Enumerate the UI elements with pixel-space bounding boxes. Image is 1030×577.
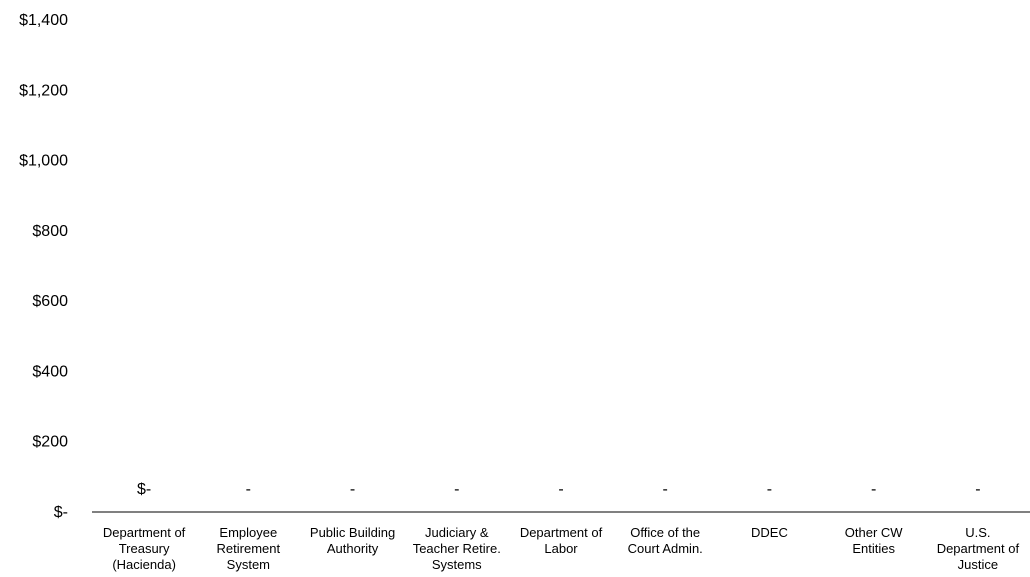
x-category-label-line: DDEC xyxy=(751,525,788,540)
x-category-label-line: (Hacienda) xyxy=(112,557,176,572)
x-category-label-line: Teacher Retire. xyxy=(413,541,501,556)
x-category-label-line: Treasury xyxy=(119,541,170,556)
x-category-label: Employee Retirement System xyxy=(217,525,281,572)
x-category-label-line: Authority xyxy=(327,541,379,556)
data-label: - xyxy=(975,481,980,498)
x-axis-category-labels: Department of Treasury (Hacienda)Employee R… xyxy=(103,525,1020,572)
x-category-label-line: System xyxy=(227,557,270,572)
x-category-label-line: Department of xyxy=(937,541,1020,556)
x-category-label-line: Department of xyxy=(103,525,186,540)
x-category-label: Other CW Entities xyxy=(845,525,904,556)
x-category-label: Department of Treasury (Hacienda) xyxy=(103,525,186,572)
y-tick-label: $1,400 xyxy=(19,12,68,29)
x-category-label-line: Retirement xyxy=(217,541,281,556)
x-category-label-line: Entities xyxy=(852,541,895,556)
x-category-label: Office of the Court Admin. xyxy=(628,525,703,556)
data-label: $- xyxy=(137,481,151,498)
data-labels: $- - - - - - - - - xyxy=(137,481,981,498)
data-label: - xyxy=(558,481,563,498)
x-category-label-line: Other CW xyxy=(845,525,904,540)
x-category-label-line: Department of xyxy=(520,525,603,540)
x-category-label: Public Building Authority xyxy=(310,525,395,556)
y-axis-tick-labels: $- $200 $400 $600 $800 $1,000 $1,200 $1,400 xyxy=(19,12,68,521)
data-label: - xyxy=(454,481,459,498)
y-tick-label: $400 xyxy=(32,363,68,380)
data-label: - xyxy=(767,481,772,498)
y-tick-label: $1,000 xyxy=(19,153,68,170)
y-tick-label: $200 xyxy=(32,434,68,451)
y-tick-label: $600 xyxy=(32,293,68,310)
x-category-label: U.S. Department of Justice xyxy=(937,525,1020,572)
y-tick-label: $- xyxy=(54,504,68,521)
x-category-label: DDEC xyxy=(751,525,788,540)
x-category-label: Judiciary & Teacher Retire. Systems xyxy=(413,525,501,572)
data-label: - xyxy=(246,481,251,498)
x-category-label-line: U.S. xyxy=(965,525,990,540)
y-tick-label: $800 xyxy=(32,223,68,240)
x-category-label-line: Employee xyxy=(219,525,277,540)
y-tick-label: $1,200 xyxy=(19,82,68,99)
x-category-label-line: Systems xyxy=(432,557,482,572)
x-category-label-line: Labor xyxy=(544,541,578,556)
x-category-label: Department of Labor xyxy=(520,525,603,556)
x-category-label-line: Judiciary & xyxy=(425,525,489,540)
data-label: - xyxy=(871,481,876,498)
x-category-label-line: Justice xyxy=(958,557,998,572)
data-label: - xyxy=(350,481,355,498)
x-category-label-line: Public Building xyxy=(310,525,395,540)
data-label: - xyxy=(663,481,668,498)
x-category-label-line: Court Admin. xyxy=(628,541,703,556)
x-category-label-line: Office of the xyxy=(630,525,700,540)
